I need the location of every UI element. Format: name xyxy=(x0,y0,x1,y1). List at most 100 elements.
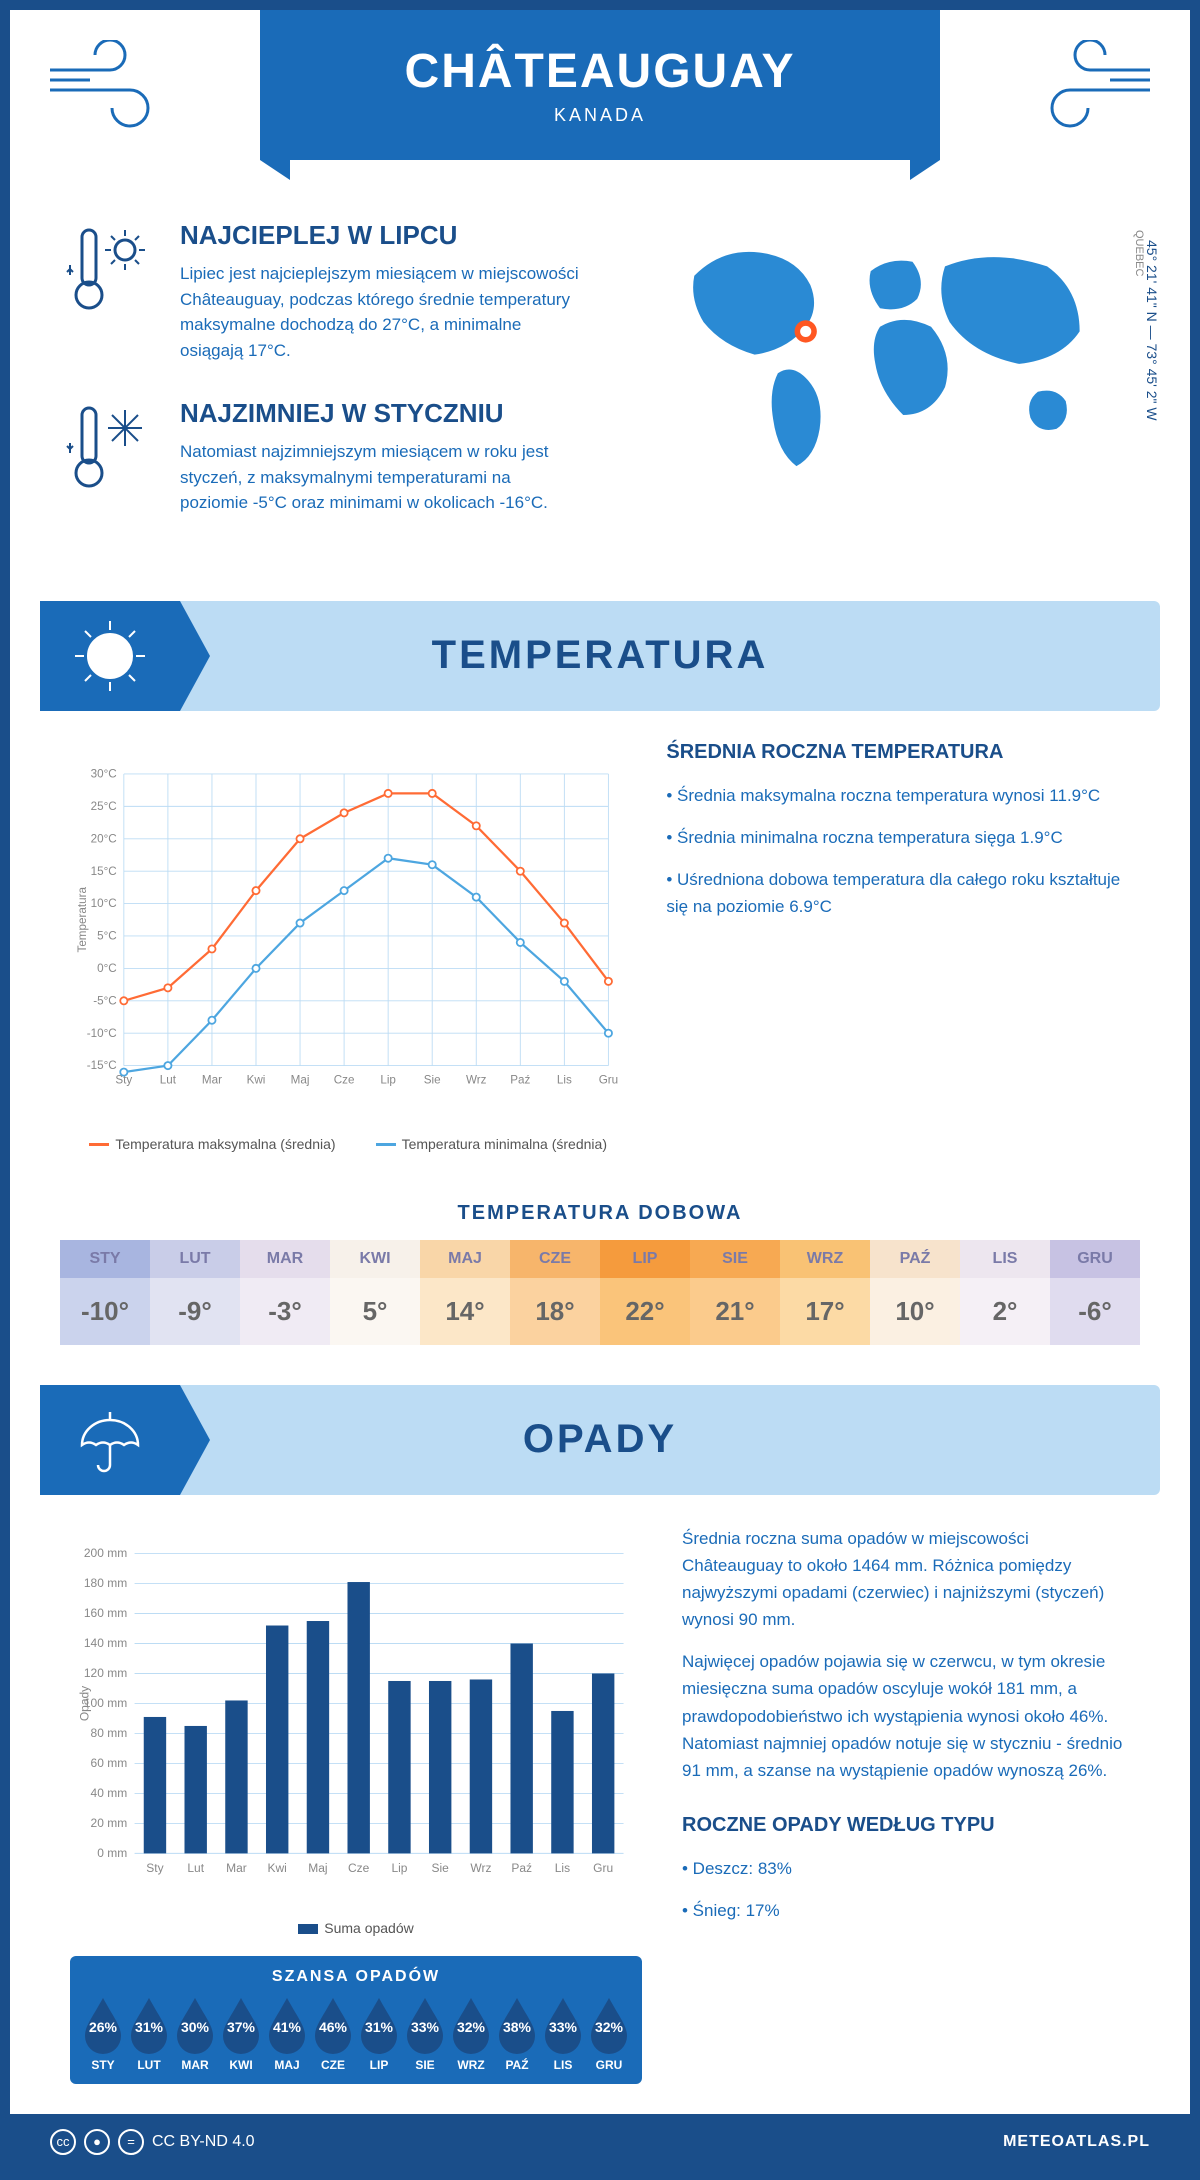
svg-text:Maj: Maj xyxy=(291,1073,310,1086)
daily-cell: LIP22° xyxy=(600,1240,690,1345)
header: CHÂTEAUGUAY KANADA xyxy=(10,10,1190,190)
daily-cell: GRU-6° xyxy=(1050,1240,1140,1345)
precip-chance-box: SZANSA OPADÓW 26%STY31%LUT30%MAR37%KWI41… xyxy=(70,1956,642,2084)
svg-text:Mar: Mar xyxy=(226,1860,247,1874)
svg-text:Wrz: Wrz xyxy=(470,1860,491,1874)
coldest-title: NAJZIMNIEJ W STYCZNIU xyxy=(180,398,580,429)
precip-p2: Najwięcej opadów pojawia się w czerwcu, … xyxy=(682,1648,1130,1784)
svg-text:Gru: Gru xyxy=(593,1860,613,1874)
chance-drop: 32%WRZ xyxy=(448,1996,494,2072)
nd-icon: = xyxy=(118,2129,144,2155)
precipitation-bar-chart: 0 mm20 mm40 mm60 mm80 mm100 mm120 mm140 … xyxy=(70,1525,642,1905)
coldest-text: Natomiast najzimniejszym miesiącem w rok… xyxy=(180,439,580,516)
svg-text:140 mm: 140 mm xyxy=(84,1636,127,1650)
svg-text:0°C: 0°C xyxy=(97,961,117,974)
daily-cell: LIS2° xyxy=(960,1240,1050,1345)
wind-decoration-right xyxy=(1020,40,1160,135)
svg-text:120 mm: 120 mm xyxy=(84,1666,127,1680)
daily-cell: MAJ14° xyxy=(420,1240,510,1345)
svg-text:Lut: Lut xyxy=(187,1860,204,1874)
precip-p1: Średnia roczna suma opadów w miejscowośc… xyxy=(682,1525,1130,1634)
avg-temp-p1: • Średnia maksymalna roczna temperatura … xyxy=(666,782,1130,809)
chance-drop: 38%PAŹ xyxy=(494,1996,540,2072)
chance-title: SZANSA OPADÓW xyxy=(80,1968,632,1986)
precip-legend: Suma opadów xyxy=(70,1920,642,1936)
svg-text:Lis: Lis xyxy=(557,1073,572,1086)
world-map xyxy=(620,220,1140,480)
thermometer-sun-icon xyxy=(60,220,160,320)
chance-drop: 26%STY xyxy=(80,1996,126,2072)
chance-drop: 41%MAJ xyxy=(264,1996,310,2072)
svg-text:-10°C: -10°C xyxy=(87,1026,117,1039)
coldest-fact: NAJZIMNIEJ W STYCZNIU Natomiast najzimni… xyxy=(60,398,580,516)
svg-text:20 mm: 20 mm xyxy=(91,1816,128,1830)
wind-decoration-left xyxy=(40,40,180,135)
svg-text:-5°C: -5°C xyxy=(93,994,116,1007)
location-marker xyxy=(797,323,814,340)
by-icon: ● xyxy=(84,2129,110,2155)
avg-temp-title: ŚREDNIA ROCZNA TEMPERATURA xyxy=(666,741,1130,764)
chance-drop: 31%LUT xyxy=(126,1996,172,2072)
svg-text:0 mm: 0 mm xyxy=(97,1846,127,1860)
daily-cell: SIE21° xyxy=(690,1240,780,1345)
precipitation-title: OPADY xyxy=(523,1417,677,1462)
svg-text:Paź: Paź xyxy=(510,1073,530,1086)
license-text: CC BY-ND 4.0 xyxy=(152,2133,255,2151)
svg-text:Sty: Sty xyxy=(146,1860,163,1874)
svg-text:Paź: Paź xyxy=(511,1860,532,1874)
svg-text:-15°C: -15°C xyxy=(87,1059,117,1072)
coordinates: 45° 21' 41" N — 73° 45' 2" W xyxy=(1144,240,1160,421)
precip-rain: • Deszcz: 83% xyxy=(682,1855,1130,1882)
warmest-text: Lipiec jest najcieplejszym miesiącem w m… xyxy=(180,261,580,363)
daily-cell: PAŹ10° xyxy=(870,1240,960,1345)
daily-cell: KWI5° xyxy=(330,1240,420,1345)
world-map-block: QUEBEC 45° 21' 41" N — 73° 45' 2" W xyxy=(620,220,1140,551)
temperature-title: TEMPERATURA xyxy=(432,633,769,678)
site-name: METEOATLAS.PL xyxy=(1003,2133,1150,2151)
svg-text:Temperatura: Temperatura xyxy=(76,886,89,952)
svg-text:Gru: Gru xyxy=(599,1073,618,1086)
city-name: CHÂTEAUGUAY xyxy=(405,44,796,99)
svg-text:60 mm: 60 mm xyxy=(91,1756,128,1770)
precipitation-banner: OPADY xyxy=(40,1385,1160,1495)
daily-cell: STY-10° xyxy=(60,1240,150,1345)
chance-drop: 33%LIS xyxy=(540,1996,586,2072)
svg-text:Lut: Lut xyxy=(160,1073,177,1086)
svg-text:20°C: 20°C xyxy=(91,832,117,845)
license-block: cc ● = CC BY-ND 4.0 xyxy=(50,2129,255,2155)
chance-drop: 31%LIP xyxy=(356,1996,402,2072)
chance-drop: 30%MAR xyxy=(172,1996,218,2072)
svg-text:5°C: 5°C xyxy=(97,929,117,942)
warmest-fact: NAJCIEPLEJ W LIPCU Lipiec jest najcieple… xyxy=(60,220,580,363)
temperature-banner: TEMPERATURA xyxy=(40,601,1160,711)
svg-text:Lip: Lip xyxy=(380,1073,396,1086)
svg-text:30°C: 30°C xyxy=(91,767,117,780)
svg-text:15°C: 15°C xyxy=(91,864,117,877)
legend-precip: Suma opadów xyxy=(324,1920,414,1936)
temp-legend: Temperatura maksymalna (średnia) Tempera… xyxy=(70,1136,626,1152)
svg-text:Opady: Opady xyxy=(77,1685,91,1720)
daily-cell: CZE18° xyxy=(510,1240,600,1345)
svg-text:180 mm: 180 mm xyxy=(84,1576,127,1590)
precip-snow: • Śnieg: 17% xyxy=(682,1897,1130,1924)
svg-text:Kwi: Kwi xyxy=(268,1860,287,1874)
avg-temp-p2: • Średnia minimalna roczna temperatura s… xyxy=(666,824,1130,851)
svg-text:Maj: Maj xyxy=(308,1860,327,1874)
svg-text:25°C: 25°C xyxy=(91,799,117,812)
intro-row: NAJCIEPLEJ W LIPCU Lipiec jest najcieple… xyxy=(10,190,1190,591)
warmest-title: NAJCIEPLEJ W LIPCU xyxy=(180,220,580,251)
chance-drop: 37%KWI xyxy=(218,1996,264,2072)
country-name: KANADA xyxy=(554,105,646,126)
svg-text:Sie: Sie xyxy=(432,1860,450,1874)
footer: cc ● = CC BY-ND 4.0 METEOATLAS.PL xyxy=(10,2114,1190,2170)
svg-text:Sie: Sie xyxy=(424,1073,441,1086)
chance-drop: 32%GRU xyxy=(586,1996,632,2072)
daily-cell: WRZ17° xyxy=(780,1240,870,1345)
svg-text:Wrz: Wrz xyxy=(466,1073,487,1086)
legend-min: Temperatura minimalna (średnia) xyxy=(402,1136,607,1152)
svg-text:40 mm: 40 mm xyxy=(91,1786,128,1800)
daily-temp-title: TEMPERATURA DOBOWA xyxy=(10,1202,1190,1225)
chance-drop: 33%SIE xyxy=(402,1996,448,2072)
title-banner: CHÂTEAUGUAY KANADA xyxy=(260,10,940,160)
daily-cell: MAR-3° xyxy=(240,1240,330,1345)
